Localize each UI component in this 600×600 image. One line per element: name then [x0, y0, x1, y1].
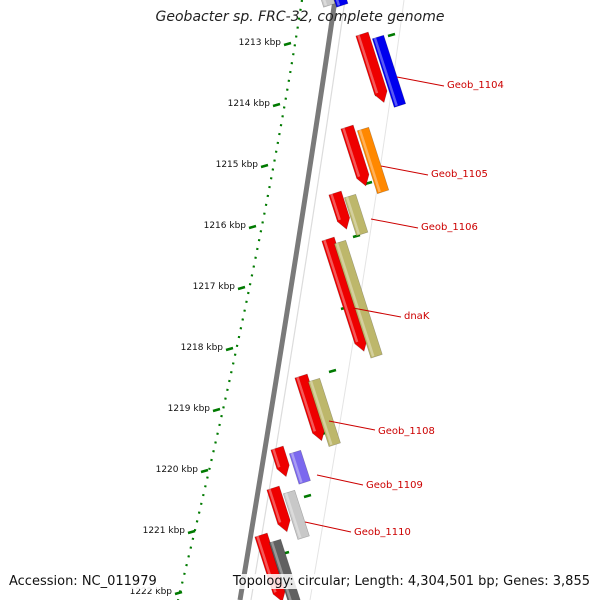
orange-gene-block-highlight	[358, 129, 381, 193]
track-tick-mark	[328, 368, 337, 374]
cds-arrow-highlight	[272, 448, 281, 468]
accession-text: Accession: NC_011979	[9, 574, 157, 589]
kbp-tick-mark	[237, 285, 246, 291]
kbp-tick-label: 1221 kbp	[143, 526, 186, 536]
kbp-tick-mark	[187, 529, 196, 535]
genome-summary-text: Topology: circular; Length: 4,304,501 bp…	[232, 574, 590, 589]
gene-tracks	[254, 0, 407, 600]
kbp-tick-label: 1222 kbp	[130, 587, 173, 597]
gene-leader-line	[380, 165, 429, 176]
cds-arrow-highlight	[296, 376, 316, 432]
cds-arrow-highlight	[357, 34, 379, 94]
cds-arrow-highlight	[323, 239, 359, 343]
grey-gene-block-highlight	[284, 492, 302, 539]
gene-label: Geob_1108	[378, 426, 435, 437]
gene-label: Geob_1104	[447, 80, 504, 91]
gene-label: Geob_1105	[431, 169, 488, 180]
gene-leader-line	[370, 218, 419, 229]
cds-arrow	[355, 31, 388, 104]
cds-arrow	[321, 236, 368, 352]
cds-arrow	[340, 124, 370, 187]
backbone-inner-line	[250, 0, 346, 600]
track-tick-mark	[352, 233, 361, 239]
kbp-tick-mark	[272, 102, 281, 108]
khaki-gene-block	[307, 377, 341, 447]
gene-leader-line	[352, 307, 402, 318]
kbp-tick-label: 1220 kbp	[156, 465, 199, 475]
kbp-tick-mark	[212, 407, 221, 413]
khaki-gene-block	[343, 193, 369, 237]
cds-arrow-highlight	[268, 488, 282, 523]
cds-arrow	[270, 445, 290, 478]
khaki-gene-block-highlight	[335, 242, 375, 357]
kbp-tick-label: 1217 kbp	[193, 282, 236, 292]
grey-gene-block	[282, 489, 310, 540]
gene-label-layer: Geob_1104 Geob_1105 Geob_1106 dnaK Geob_1108…	[304, 76, 504, 538]
kbp-tick-mark	[248, 224, 257, 230]
violet-gene-block-highlight	[290, 452, 303, 483]
kbp-tick-mark	[200, 468, 209, 474]
violet-gene-block	[288, 449, 311, 485]
kbp-tick-label: 1215 kbp	[216, 160, 259, 170]
gene-label: Geob_1110	[354, 527, 411, 538]
khaki-gene-block-highlight	[345, 196, 360, 235]
genome-title: Geobacter sp. FRC-32, complete genome	[155, 9, 445, 25]
grey-gene-block	[320, 0, 336, 8]
gene-label: Geob_1106	[421, 222, 478, 233]
gene-label: dnaK	[404, 311, 430, 322]
cds-arrow	[266, 485, 291, 533]
gene-leader-line	[396, 76, 445, 87]
blue-gene-block-highlight	[335, 0, 341, 6]
kbp-tick-label: 1213 kbp	[239, 38, 282, 48]
gene-label: Geob_1109	[366, 480, 423, 491]
gene-leader-line	[328, 420, 376, 431]
blue-gene-block	[371, 34, 407, 108]
kbp-tick-mark	[260, 163, 269, 169]
backbone-outer-line	[237, 0, 338, 600]
cds-arrow-highlight	[330, 193, 341, 221]
blue-gene-block	[333, 0, 349, 8]
gene-leader-line	[316, 474, 364, 486]
khaki-gene-block	[333, 239, 383, 359]
cds-arrow	[328, 190, 351, 230]
cds-arrow-highlight	[342, 127, 361, 178]
kbp-tick-label: 1219 kbp	[168, 404, 211, 414]
grey-gene-block-highlight	[322, 0, 328, 6]
track-tick-mark	[303, 493, 312, 499]
kbp-tick-mark	[225, 346, 234, 352]
kbp-tick-mark	[283, 41, 292, 47]
kbp-tick-label: 1214 kbp	[228, 99, 271, 109]
kbp-tick-label: 1218 kbp	[181, 343, 224, 353]
orange-gene-block	[356, 126, 390, 195]
blue-gene-block-highlight	[373, 37, 398, 106]
kbp-tick-label: 1216 kbp	[204, 221, 247, 231]
gene-leader-line	[304, 521, 352, 533]
khaki-gene-block-highlight	[309, 380, 333, 446]
cds-arrow	[294, 373, 326, 442]
kbp-tick-mark	[174, 590, 183, 596]
track-tick-mark	[387, 32, 396, 38]
